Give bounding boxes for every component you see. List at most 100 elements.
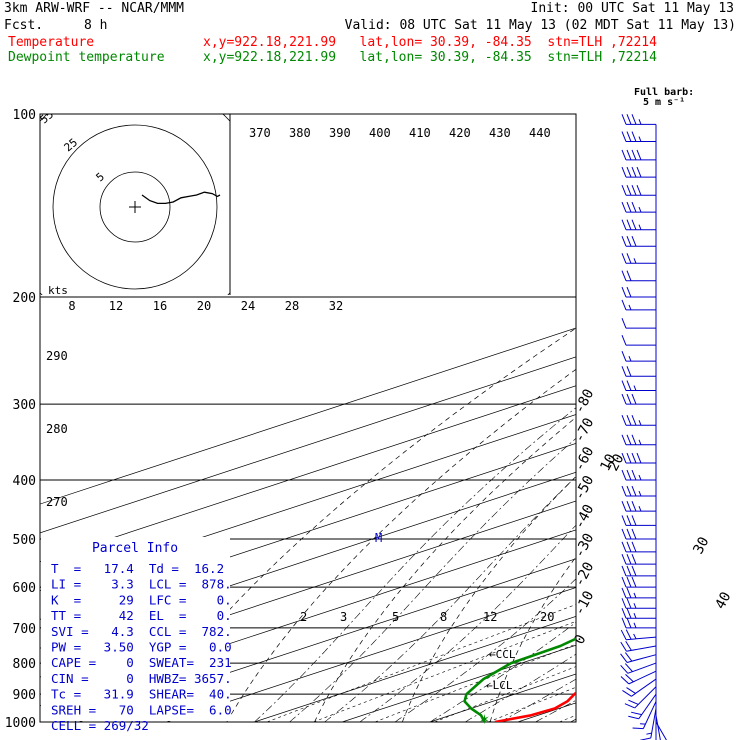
init-time: Init: 00 UTC Sat 11 May 13 bbox=[530, 1, 735, 16]
parcel-info-box bbox=[41, 537, 230, 721]
parcel-info-row: TT = 42 EL = 0. bbox=[51, 608, 232, 623]
wind-barb-flag bbox=[621, 541, 627, 553]
isotherm bbox=[693, 114, 740, 722]
wind-barb-flag bbox=[626, 452, 632, 464]
wind-barb-flag bbox=[621, 608, 627, 619]
wind-barb-flag bbox=[625, 640, 632, 651]
wind-barb bbox=[621, 236, 656, 247]
wind-barb-flag bbox=[626, 515, 632, 526]
wind-barb-flag bbox=[631, 185, 637, 196]
parcel-info-row: T = 17.4 Td = 16.2 bbox=[51, 561, 224, 576]
barb-legend-units: 5 m s⁻¹ bbox=[643, 97, 685, 108]
moist-adiabat bbox=[429, 621, 576, 722]
wind-barb-flag bbox=[626, 286, 632, 298]
wind-barb-flag bbox=[626, 185, 632, 196]
wind-barb-half bbox=[633, 633, 637, 640]
wind-barb-flag bbox=[625, 629, 632, 640]
wind-barb bbox=[621, 500, 656, 512]
wind-barb bbox=[621, 598, 656, 609]
wind-barb-flag bbox=[621, 201, 627, 213]
wind-barb-flag bbox=[631, 415, 637, 426]
isotherm bbox=[40, 385, 576, 563]
wind-barb-flag bbox=[621, 270, 627, 281]
wind-barb-half bbox=[638, 206, 642, 213]
wind-barb-flag bbox=[631, 541, 637, 553]
wind-barb-flag bbox=[620, 629, 627, 640]
wind-barb bbox=[621, 350, 656, 362]
wind-barb-flag bbox=[621, 393, 627, 405]
wind-barb-flag bbox=[626, 270, 632, 281]
temperature-station-info: x,y=922.18,221.99 lat,lon= 30.39, -84.35… bbox=[203, 35, 657, 50]
wind-barb-flag bbox=[621, 114, 627, 125]
wind-barb-flag bbox=[626, 500, 632, 512]
wind-barb-flag bbox=[621, 253, 627, 264]
pressure-label-200: 200 bbox=[13, 291, 36, 306]
wind-barb-flag bbox=[621, 236, 627, 247]
wind-barb-flag bbox=[621, 452, 627, 464]
isotherm-label: -10 bbox=[571, 588, 597, 618]
wind-barb bbox=[621, 166, 656, 178]
hodograph-tick-label: 8 bbox=[68, 299, 75, 313]
theta-label: 390 bbox=[329, 126, 351, 140]
wind-barb-flag bbox=[632, 727, 644, 730]
wind-barb-half bbox=[633, 385, 637, 391]
wind-barb-flag bbox=[626, 541, 632, 553]
wind-barb-flag bbox=[624, 663, 633, 672]
wind-barb bbox=[620, 640, 657, 652]
wind-barb-flag bbox=[631, 166, 637, 178]
wind-barb bbox=[621, 469, 656, 481]
wind-barb bbox=[628, 693, 657, 720]
wind-barb-flag bbox=[631, 393, 637, 405]
parcel-info-row: SVI = 4.3 CCL = 782. bbox=[51, 624, 232, 639]
wind-barb-half bbox=[633, 258, 637, 264]
wind-barb-flag bbox=[621, 434, 627, 445]
el-marker: M bbox=[375, 531, 382, 545]
wind-barb-flag bbox=[626, 617, 632, 629]
wind-barb-flag bbox=[621, 380, 627, 391]
wind-barb-flag bbox=[626, 131, 632, 142]
isotherm-label: -40 bbox=[571, 502, 597, 532]
wind-barb bbox=[621, 201, 656, 213]
parcel-info-row: K = 29 LFC = 0. bbox=[51, 592, 232, 607]
wind-barb-flag bbox=[621, 334, 627, 346]
wind-barb-half bbox=[628, 355, 632, 362]
wind-barb-flag bbox=[621, 166, 627, 178]
parcel-info-row: LI = 3.3 LCL = 878. bbox=[51, 577, 232, 592]
wind-barb-flag bbox=[631, 515, 637, 526]
wind-barb-flag bbox=[631, 131, 637, 142]
wind-barb-flag bbox=[631, 576, 637, 588]
dry-adiabat bbox=[226, 368, 576, 722]
parcel-info-row: CIN = 0 HWBZ= 3657. bbox=[51, 671, 232, 686]
wind-barb-flag bbox=[626, 485, 632, 497]
wind-barb bbox=[621, 334, 656, 346]
theta-label: 380 bbox=[289, 126, 311, 140]
wind-barb bbox=[620, 670, 657, 685]
isotherm bbox=[342, 644, 576, 722]
wind-barb-flag bbox=[621, 528, 627, 540]
wind-barb bbox=[621, 219, 656, 231]
wind-barb-flag bbox=[631, 565, 637, 577]
wind-barb-half bbox=[638, 119, 642, 125]
wind-barb-flag bbox=[620, 676, 630, 685]
wind-barb-flag bbox=[626, 598, 632, 609]
wind-barb-flag bbox=[626, 576, 632, 588]
isotherm-label: 30 bbox=[690, 534, 712, 556]
wind-barb-flag bbox=[628, 699, 639, 705]
wind-barb bbox=[621, 393, 656, 405]
wind-barb-flag bbox=[620, 664, 629, 674]
isotherm bbox=[40, 414, 576, 591]
wind-barb bbox=[621, 515, 656, 526]
wind-barb-flag bbox=[628, 715, 639, 720]
isotherm-label: 10 bbox=[597, 451, 619, 473]
wind-barb-flag bbox=[621, 317, 627, 329]
temperature-profile bbox=[494, 691, 576, 722]
wind-barb bbox=[620, 652, 657, 663]
hodograph-ring bbox=[52, 124, 218, 290]
wind-barb bbox=[621, 415, 656, 426]
wind-barb-half bbox=[633, 622, 637, 629]
wind-barb bbox=[621, 286, 656, 298]
pressure-label-300: 300 bbox=[13, 398, 36, 413]
wind-barb-half bbox=[638, 439, 642, 445]
dewpoint-legend: Dewpoint temperature bbox=[8, 50, 165, 65]
theta-label: 370 bbox=[249, 126, 271, 140]
